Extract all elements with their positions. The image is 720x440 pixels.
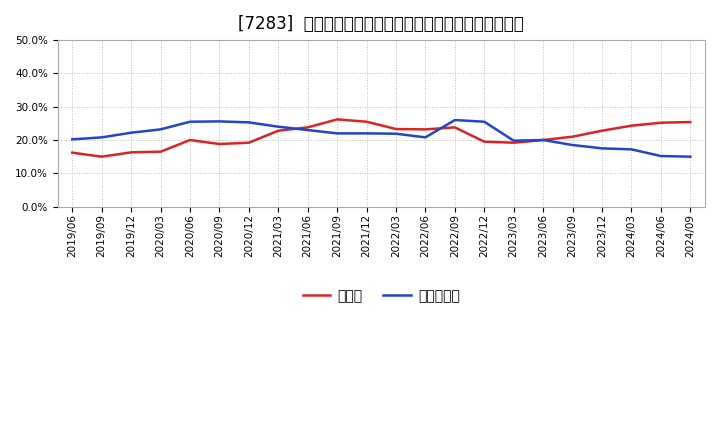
- 有利子負債: [245, 120, 253, 125]
- 有利子負債: [627, 147, 636, 152]
- 有利子負債: [68, 137, 76, 142]
- 現預金: [657, 120, 665, 125]
- 有利子負債: [186, 119, 194, 125]
- Legend: 現預金, 有利子負債: 現預金, 有利子負債: [297, 283, 466, 308]
- 現預金: [333, 117, 341, 122]
- 有利子負債: [421, 135, 430, 140]
- 有利子負債: [303, 128, 312, 133]
- 現預金: [480, 139, 489, 144]
- 有利子負債: [657, 154, 665, 159]
- 有利子負債: [598, 146, 606, 151]
- 現預金: [627, 123, 636, 128]
- 有利子負債: [127, 130, 135, 136]
- 有利子負債: [510, 138, 518, 143]
- 現預金: [274, 128, 283, 133]
- 有利子負債: [362, 131, 371, 136]
- 現預金: [451, 125, 459, 130]
- 有利子負債: [392, 131, 400, 136]
- 有利子負債: [97, 135, 106, 140]
- 現預金: [186, 137, 194, 143]
- 有利子負債: [480, 119, 489, 125]
- Title: [7283]  現預金、有利子負債の総資産に対する比率の推移: [7283] 現預金、有利子負債の総資産に対する比率の推移: [238, 15, 524, 33]
- 有利子負債: [156, 127, 165, 132]
- 有利子負債: [274, 124, 283, 129]
- 現預金: [215, 141, 224, 147]
- 現預金: [568, 134, 577, 139]
- 現預金: [303, 125, 312, 130]
- 現預金: [392, 126, 400, 132]
- 有利子負債: [539, 137, 547, 143]
- 現預金: [539, 137, 547, 143]
- Line: 有利子負債: 有利子負債: [72, 120, 690, 157]
- 現預金: [127, 150, 135, 155]
- 現預金: [156, 149, 165, 154]
- 現預金: [686, 119, 695, 125]
- 現預金: [421, 127, 430, 132]
- 現預金: [245, 140, 253, 145]
- 有利子負債: [215, 119, 224, 124]
- 有利子負債: [568, 143, 577, 148]
- 有利子負債: [333, 131, 341, 136]
- 現預金: [97, 154, 106, 159]
- 現預金: [68, 150, 76, 155]
- 現預金: [510, 140, 518, 145]
- 現預金: [598, 128, 606, 133]
- 有利子負債: [451, 117, 459, 123]
- Line: 現預金: 現預金: [72, 119, 690, 157]
- 有利子負債: [686, 154, 695, 159]
- 現預金: [362, 119, 371, 125]
